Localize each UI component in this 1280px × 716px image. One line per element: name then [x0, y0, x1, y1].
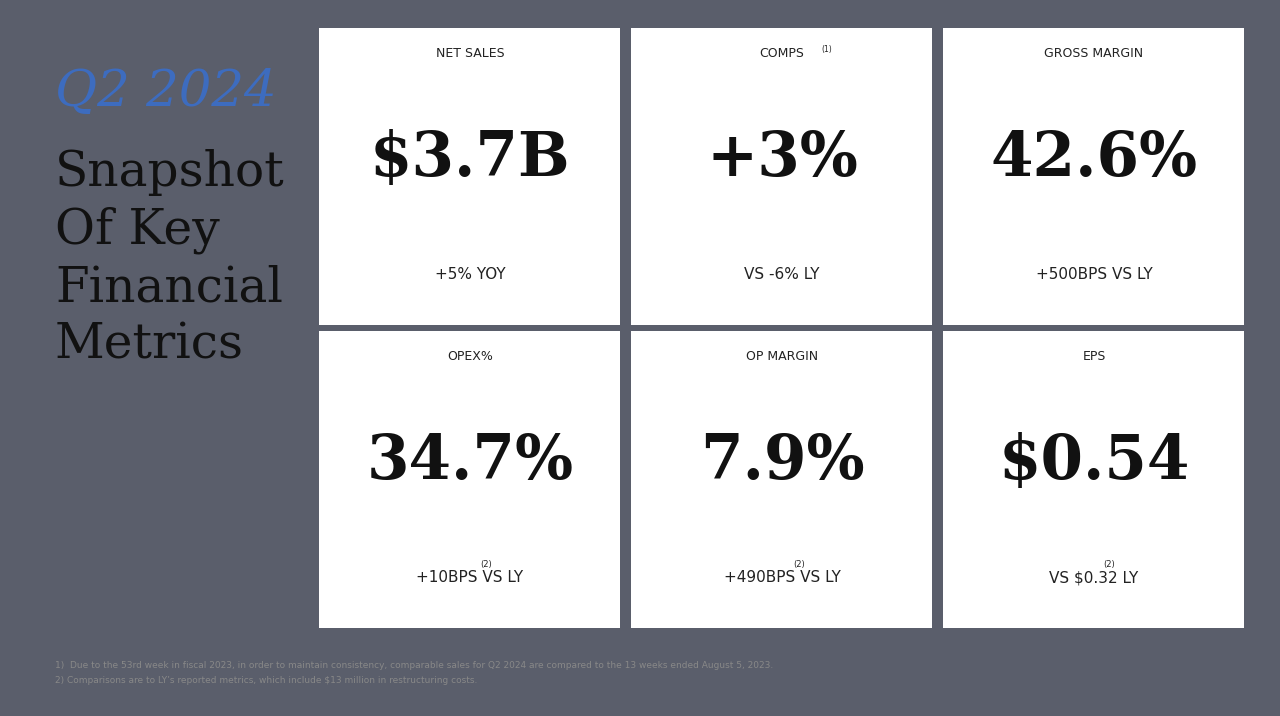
Text: (2): (2) [1103, 560, 1115, 569]
FancyBboxPatch shape [631, 28, 932, 325]
Text: 7.9%: 7.9% [700, 432, 864, 492]
Text: Q2 2024: Q2 2024 [55, 67, 276, 117]
Text: EPS: EPS [1083, 350, 1106, 364]
Text: $3.7B: $3.7B [370, 129, 570, 189]
Text: VS $0.32 LY: VS $0.32 LY [1050, 571, 1139, 586]
Text: GROSS MARGIN: GROSS MARGIN [1044, 47, 1143, 60]
Text: $0.54: $0.54 [998, 432, 1189, 492]
Text: Snapshot
Of Key
Financial
Metrics: Snapshot Of Key Financial Metrics [55, 149, 285, 369]
FancyBboxPatch shape [320, 28, 621, 325]
FancyBboxPatch shape [943, 332, 1244, 629]
Text: 34.7%: 34.7% [366, 432, 573, 492]
Text: OP MARGIN: OP MARGIN [746, 350, 818, 364]
Text: 1)  Due to the 53rd week in fiscal 2023, in order to maintain consistency, compa: 1) Due to the 53rd week in fiscal 2023, … [55, 661, 773, 669]
FancyBboxPatch shape [943, 28, 1244, 325]
Text: +490BPS VS LY: +490BPS VS LY [723, 571, 841, 586]
FancyBboxPatch shape [320, 332, 621, 629]
Text: +10BPS VS LY: +10BPS VS LY [416, 571, 524, 586]
Text: (2): (2) [480, 560, 492, 569]
Text: VS -6% LY: VS -6% LY [744, 267, 819, 282]
Text: 2) Comparisons are to LY’s reported metrics, which include $13 million in restru: 2) Comparisons are to LY’s reported metr… [55, 676, 477, 684]
FancyBboxPatch shape [631, 332, 932, 629]
Text: +3%: +3% [707, 129, 858, 189]
Text: (2): (2) [794, 560, 805, 569]
Text: 42.6%: 42.6% [991, 129, 1198, 189]
Text: +500BPS VS LY: +500BPS VS LY [1036, 267, 1152, 282]
Text: +5% YOY: +5% YOY [435, 267, 506, 282]
Text: NET SALES: NET SALES [435, 47, 504, 60]
Text: OPEX%: OPEX% [447, 350, 493, 364]
Text: COMPS: COMPS [759, 47, 804, 60]
Text: (1): (1) [820, 44, 832, 54]
